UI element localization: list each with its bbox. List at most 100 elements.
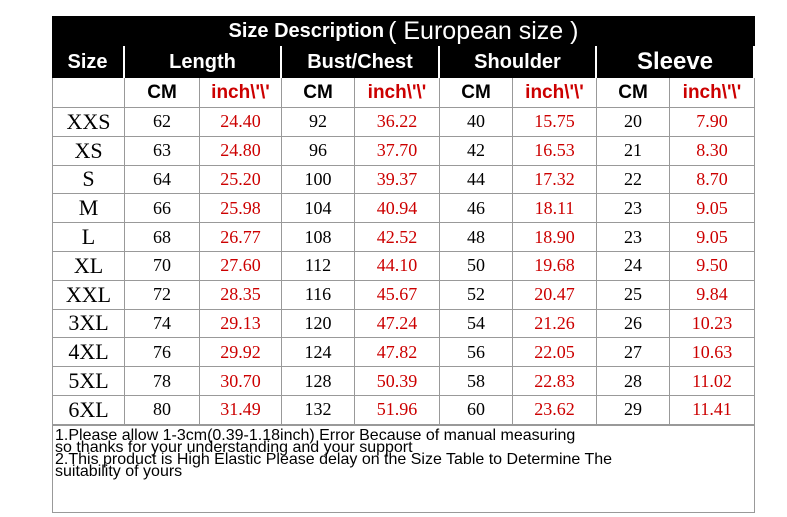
title-suffix: ( European size ) bbox=[388, 16, 579, 45]
measurement: 80 bbox=[125, 396, 200, 425]
measurement: 25.98 bbox=[200, 194, 282, 224]
measurement: 29.92 bbox=[200, 338, 282, 368]
measurement: 9.50 bbox=[670, 252, 755, 281]
measurement: 31.49 bbox=[200, 396, 282, 425]
measurement: 20.47 bbox=[513, 280, 597, 310]
measurement: 10.63 bbox=[670, 338, 755, 368]
measurement: 58 bbox=[440, 367, 513, 396]
unit-header: inch\'\' bbox=[670, 78, 755, 108]
measurement: 24.80 bbox=[200, 136, 282, 166]
size-label: 5XL bbox=[52, 367, 125, 396]
blank-cell bbox=[52, 78, 125, 108]
measurement: 15.75 bbox=[513, 108, 597, 137]
measurement: 46 bbox=[440, 194, 513, 224]
measurement: 54 bbox=[440, 309, 513, 339]
measurement: 50.39 bbox=[355, 367, 440, 396]
measurement: 8.70 bbox=[670, 165, 755, 195]
measurement: 23 bbox=[597, 194, 670, 224]
note-line: 2.This product is High Elastic Please de… bbox=[55, 451, 613, 468]
measurement: 28 bbox=[597, 367, 670, 396]
measurement: 23 bbox=[597, 223, 670, 252]
measurement: 26 bbox=[597, 309, 670, 339]
unit-header: CM bbox=[282, 78, 355, 108]
measurement: 22.05 bbox=[513, 338, 597, 368]
measurement: 27 bbox=[597, 338, 670, 368]
measurement: 36.22 bbox=[355, 108, 440, 137]
measurement: 50 bbox=[440, 252, 513, 281]
measurement: 62 bbox=[125, 108, 200, 137]
measurement: 120 bbox=[282, 309, 355, 339]
column-header: Bust/Chest bbox=[282, 46, 440, 78]
measurement: 96 bbox=[282, 136, 355, 166]
note-line: suitability of yours bbox=[55, 463, 183, 480]
column-header: Shoulder bbox=[440, 46, 597, 78]
measurement: 76 bbox=[125, 338, 200, 368]
measurement: 26.77 bbox=[200, 223, 282, 252]
measurement: 112 bbox=[282, 252, 355, 281]
unit-header: inch\'\' bbox=[200, 78, 282, 108]
measurement: 25.20 bbox=[200, 165, 282, 195]
measurement: 7.90 bbox=[670, 108, 755, 137]
measurement: 9.05 bbox=[670, 194, 755, 224]
measurement: 66 bbox=[125, 194, 200, 224]
size-label: XS bbox=[52, 136, 125, 166]
measurement: 56 bbox=[440, 338, 513, 368]
measurement: 48 bbox=[440, 223, 513, 252]
measurement: 40.94 bbox=[355, 194, 440, 224]
measurement: 45.67 bbox=[355, 280, 440, 310]
measurement: 100 bbox=[282, 165, 355, 195]
title-bar: Size Description ( European size ) bbox=[52, 16, 755, 46]
measurement: 27.60 bbox=[200, 252, 282, 281]
measurement: 21 bbox=[597, 136, 670, 166]
measurement: 52 bbox=[440, 280, 513, 310]
size-label: XL bbox=[52, 252, 125, 281]
measurement: 11.41 bbox=[670, 396, 755, 425]
size-label: M bbox=[52, 194, 125, 224]
unit-header: inch\'\' bbox=[355, 78, 440, 108]
measurement: 8.30 bbox=[670, 136, 755, 166]
measurement: 39.37 bbox=[355, 165, 440, 195]
measurement: 11.02 bbox=[670, 367, 755, 396]
measurement: 108 bbox=[282, 223, 355, 252]
measurement: 28.35 bbox=[200, 280, 282, 310]
measurement: 29 bbox=[597, 396, 670, 425]
measurement: 40 bbox=[440, 108, 513, 137]
measurement: 21.26 bbox=[513, 309, 597, 339]
measurement: 42 bbox=[440, 136, 513, 166]
title: Size Description bbox=[228, 19, 385, 42]
measurement: 10.23 bbox=[670, 309, 755, 339]
measurement: 63 bbox=[125, 136, 200, 166]
unit-header: CM bbox=[440, 78, 513, 108]
unit-header: CM bbox=[597, 78, 670, 108]
measurement: 42.52 bbox=[355, 223, 440, 252]
measurement: 16.53 bbox=[513, 136, 597, 166]
measurement: 20 bbox=[597, 108, 670, 137]
measurement: 17.32 bbox=[513, 165, 597, 195]
measurement: 78 bbox=[125, 367, 200, 396]
measurement: 64 bbox=[125, 165, 200, 195]
measurement: 29.13 bbox=[200, 309, 282, 339]
measurement: 24.40 bbox=[200, 108, 282, 137]
measurement: 37.70 bbox=[355, 136, 440, 166]
unit-header: inch\'\' bbox=[513, 78, 597, 108]
size-label: L bbox=[52, 223, 125, 252]
measurement: 132 bbox=[282, 396, 355, 425]
measurement: 68 bbox=[125, 223, 200, 252]
measurement: 18.11 bbox=[513, 194, 597, 224]
measurement: 116 bbox=[282, 280, 355, 310]
measurement: 51.96 bbox=[355, 396, 440, 425]
measurement: 22.83 bbox=[513, 367, 597, 396]
size-label: 6XL bbox=[52, 396, 125, 425]
measurement: 47.82 bbox=[355, 338, 440, 368]
column-header: Size bbox=[52, 46, 125, 78]
measurement: 47.24 bbox=[355, 309, 440, 339]
measurement: 60 bbox=[440, 396, 513, 425]
measurement: 24 bbox=[597, 252, 670, 281]
measurement: 128 bbox=[282, 367, 355, 396]
measurement: 92 bbox=[282, 108, 355, 137]
measurement: 18.90 bbox=[513, 223, 597, 252]
measurement: 104 bbox=[282, 194, 355, 224]
measurement: 22 bbox=[597, 165, 670, 195]
measurement: 70 bbox=[125, 252, 200, 281]
